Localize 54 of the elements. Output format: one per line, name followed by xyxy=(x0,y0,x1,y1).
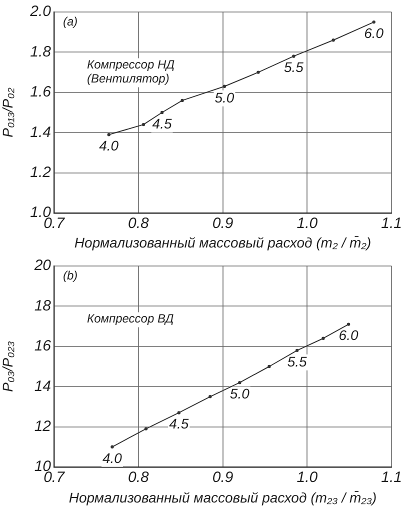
y-axis-title: P₀₃/P₀₂₃ xyxy=(0,340,16,392)
y-tick-label: 14 xyxy=(34,378,51,395)
x-axis-title: Нормализованный массовый расход (m₂₃ / m̄₂₃) xyxy=(68,489,377,506)
y-tick-label: 18 xyxy=(34,297,52,314)
annotation: 5.0 xyxy=(214,89,234,106)
y-tick-label: 16 xyxy=(34,338,52,355)
point xyxy=(238,380,242,384)
annotation: 5.5 xyxy=(284,59,304,76)
point xyxy=(110,445,114,448)
point xyxy=(208,395,212,398)
x-tick-label: 1.0 xyxy=(296,469,318,486)
x-tick-label: 1.1 xyxy=(381,469,402,486)
annotation: (a) xyxy=(63,14,78,28)
x-tick-label: 1.0 xyxy=(296,215,318,232)
point xyxy=(292,54,296,58)
x-tick-label: 0.8 xyxy=(128,469,150,486)
annotation: 4.5 xyxy=(169,416,189,432)
x-axis-title: Нормализованный массовый расход (m₂ / m̄₂) xyxy=(74,234,372,250)
point xyxy=(256,70,260,74)
annotation: 4.0 xyxy=(102,450,122,466)
point xyxy=(222,84,226,88)
point xyxy=(372,20,376,24)
annotation: 6.0 xyxy=(364,24,384,41)
annotation: (b) xyxy=(63,268,78,282)
point xyxy=(268,364,271,368)
x-tick-label: 0.8 xyxy=(128,215,150,232)
annotation: 5.0 xyxy=(230,385,250,402)
annotation: 4.0 xyxy=(99,138,119,154)
x-tick-label: 0.9 xyxy=(212,215,234,232)
y-tick-label: 1.2 xyxy=(30,164,52,181)
point xyxy=(322,336,325,340)
point xyxy=(180,98,184,102)
y-tick-label: 20 xyxy=(33,257,52,274)
annotation: 6.0 xyxy=(338,327,358,344)
point xyxy=(144,427,148,430)
y-axis-title: P₀₁₃/P₀₂ xyxy=(0,87,16,138)
x-tick-label: 1.1 xyxy=(381,215,402,232)
point xyxy=(346,322,350,326)
y-tick-label: 1.6 xyxy=(30,84,52,101)
y-tick-label: 2.0 xyxy=(29,3,52,20)
point xyxy=(295,348,299,352)
point xyxy=(332,38,335,42)
y-tick-label: 1.4 xyxy=(30,124,51,141)
y-tick-label: 12 xyxy=(34,418,52,435)
point xyxy=(160,110,164,114)
x-tick-label: 0.9 xyxy=(212,469,234,486)
point xyxy=(142,122,146,126)
y-tick-label: 1.8 xyxy=(30,43,52,60)
annotation: 4.5 xyxy=(152,115,172,132)
point xyxy=(177,411,181,414)
annotation: Компрессор ВД xyxy=(87,312,174,326)
point xyxy=(107,133,110,136)
annotation: Компрессор НД (Вентилятор) xyxy=(87,58,176,86)
annotation: 5.5 xyxy=(287,353,307,370)
